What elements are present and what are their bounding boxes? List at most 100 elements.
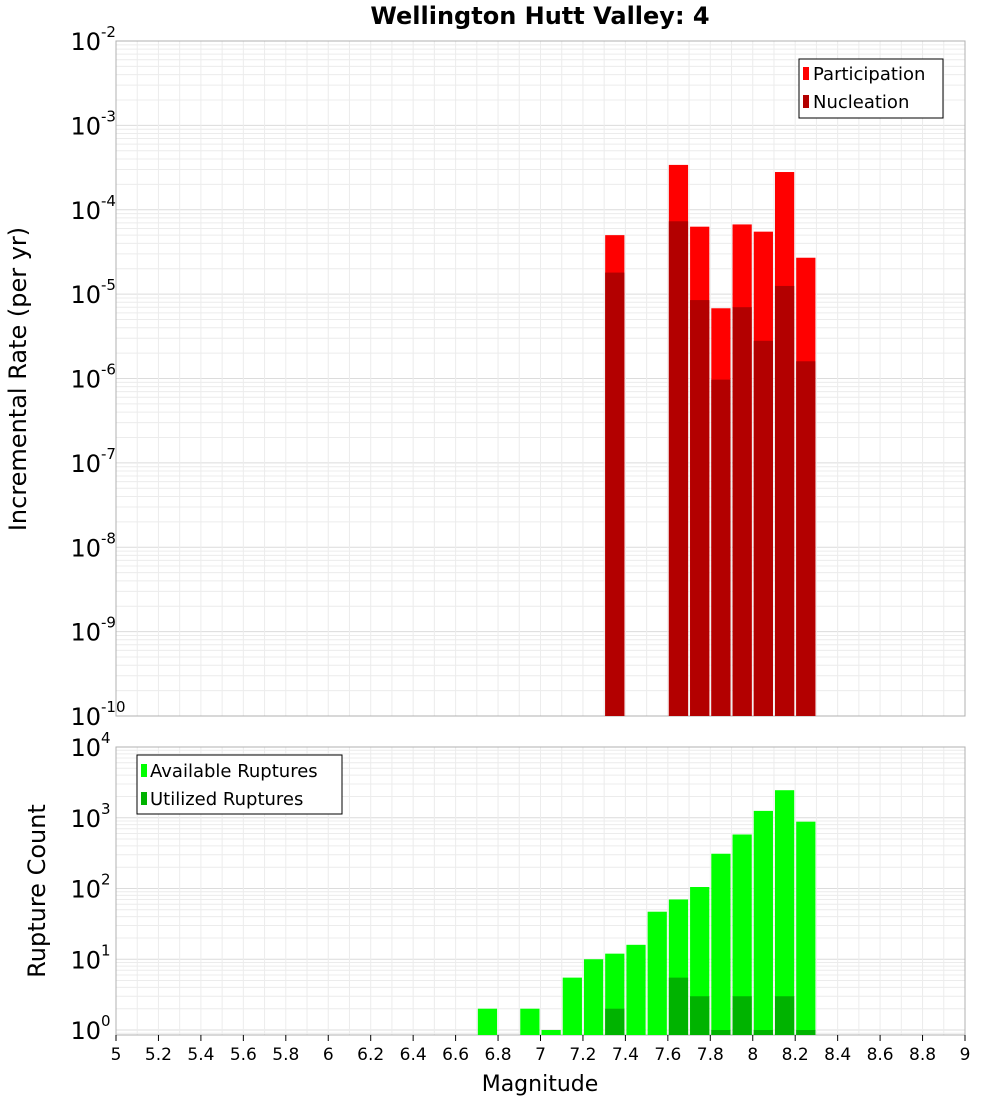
xtick-label-1: 5.2 [145,1045,172,1065]
top-bar-1-0 [605,272,625,716]
top-ytick-7: 10 [70,619,101,647]
xtick-label-15: 8 [747,1045,758,1065]
xtick-label-14: 7.8 [697,1045,724,1065]
bottom-bar-1-5 [605,1008,625,1035]
top-ytick-exp-8: -10 [101,698,126,716]
xtick-label-16: 8.2 [782,1045,809,1065]
legend-label-participation: Participation [813,64,925,85]
xtick-label-6: 6.2 [357,1045,384,1065]
top-ytick-exp-3: -5 [101,276,116,294]
top-bar-1-7 [796,361,816,716]
bottom-ytick-4: 10 [70,1017,101,1045]
bottom-bar-0-7 [647,911,667,1035]
xtick-label-20: 9 [960,1045,971,1065]
bottom-ytick-exp-0: 4 [101,729,111,747]
top-legend-box [798,58,944,119]
bottom-bar-0-4 [583,959,604,1035]
legend-label-nucleation: Nucleation [813,92,909,113]
bottom-bar-1-13 [774,996,795,1035]
bottom-ytick-exp-3: 1 [101,941,111,959]
top-ytick-exp-7: -9 [101,614,116,632]
bottom-ytick-0: 10 [70,734,101,762]
bottom-bar-0-6 [626,944,646,1035]
top-ytick-1: 10 [70,112,101,140]
legend-swatch-available [141,764,147,777]
top-ytick-exp-6: -8 [101,529,116,547]
top-y-axis-label: Incremental Rate (per yr) [4,227,32,531]
chart-title: Wellington Hutt Valley: 4 [370,2,709,30]
xtick-label-4: 5.8 [272,1045,299,1065]
bottom-legend-box [136,754,343,815]
xtick-label-11: 7.2 [569,1045,596,1065]
top-ytick-6: 10 [70,534,101,562]
top-bar-1-2 [690,300,710,716]
top-bar-1-6 [774,285,795,716]
bottom-legend: Available Ruptures Utilized Ruptures [136,754,343,815]
top-ytick-8: 10 [70,703,101,731]
bottom-bar-1-12 [753,1030,773,1035]
legend-swatch-participation [803,67,809,80]
bottom-bar-1-14 [796,1030,816,1035]
legend-swatch-utilized [141,792,147,805]
legend-label-available: Available Ruptures [150,761,318,782]
top-bar-1-5 [753,340,773,716]
bottom-ytick-3: 10 [70,946,101,974]
bottom-bar-1-8 [668,977,689,1035]
bottom-y-axis-label: Rupture Count [23,804,51,978]
top-ytick-exp-4: -6 [101,361,116,379]
top-ytick-2: 10 [70,197,101,225]
top-ytick-3: 10 [70,281,101,309]
bottom-bar-0-13 [774,790,795,1035]
xtick-label-5: 6 [323,1045,334,1065]
xtick-label-10: 7 [535,1045,546,1065]
xtick-label-18: 8.6 [867,1045,894,1065]
top-ytick-exp-0: -2 [101,23,116,41]
bottom-bar-0-10 [711,853,731,1035]
bottom-bars [477,790,816,1035]
top-plot-frame [115,40,966,717]
xtick-label-0: 5 [111,1045,122,1065]
top-bars [605,164,816,717]
bottom-bar-0-2 [541,1030,561,1035]
xtick-label-7: 6.4 [400,1045,427,1065]
xtick-label-8: 6.6 [442,1045,469,1065]
bottom-bar-0-14 [796,821,816,1035]
xtick-label-13: 7.6 [654,1045,681,1065]
top-grid [115,41,966,717]
top-ytick-exp-5: -7 [101,445,116,463]
bottom-bar-1-11 [732,996,752,1035]
bottom-ytick-exp-2: 2 [101,871,111,889]
bottom-ytick-exp-1: 3 [101,800,111,818]
bottom-ytick-1: 10 [70,805,101,833]
top-ytick-exp-1: -3 [101,107,116,125]
top-y-ticks: 10-210-310-410-510-610-710-810-910-10 [70,23,125,731]
top-ytick-0: 10 [70,28,101,56]
top-bar-1-1 [668,221,689,716]
xtick-label-19: 8.8 [909,1045,936,1065]
top-bar-1-3 [711,379,731,716]
bottom-ytick-exp-4: 0 [101,1012,111,1030]
xtick-label-17: 8.4 [824,1045,851,1065]
xtick-label-3: 5.6 [230,1045,257,1065]
bottom-bar-0-3 [562,977,582,1035]
top-ytick-4: 10 [70,366,101,394]
legend-label-utilized: Utilized Ruptures [150,789,303,810]
bottom-bar-1-9 [690,996,710,1035]
top-bar-1-4 [732,307,752,716]
bottom-bar-0-0 [477,1008,498,1035]
xtick-label-12: 7.4 [612,1045,639,1065]
x-axis-label: Magnitude [482,1072,599,1097]
xtick-label-9: 6.8 [485,1045,512,1065]
bottom-bar-0-11 [732,834,752,1035]
bottom-bar-0-1 [520,1008,540,1035]
bottom-bar-1-10 [711,1030,731,1035]
x-ticks: 5 5.2 5.4 5.6 5.8 6 6.2 6.4 6.6 6.8 7 7.2 7.4 7.6 7.8 8… [111,1035,971,1065]
bottom-ytick-2: 10 [70,876,101,904]
bottom-bar-0-12 [753,810,773,1035]
legend-swatch-nucleation [803,95,809,108]
xtick-label-2: 5.4 [187,1045,214,1065]
top-legend: Participation Nucleation [798,58,944,119]
top-ytick-5: 10 [70,450,101,478]
